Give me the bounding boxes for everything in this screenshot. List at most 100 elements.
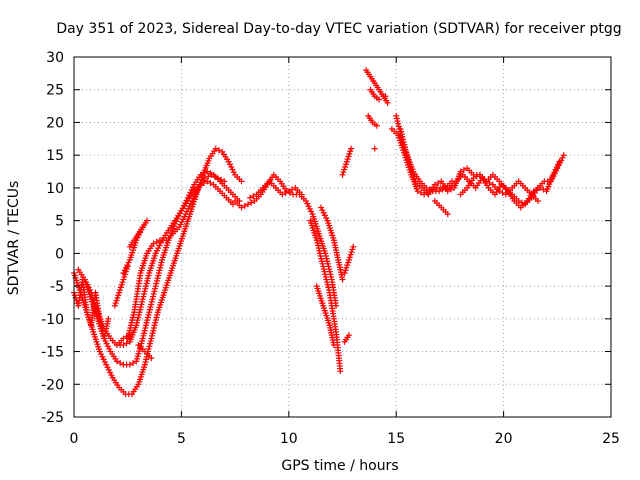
data-marker — [558, 157, 565, 164]
x-tick-label: 15 — [387, 431, 405, 447]
y-tick-label: 25 — [46, 83, 64, 99]
data-marker — [123, 340, 130, 347]
data-marker — [349, 246, 356, 253]
data-marker — [321, 268, 328, 275]
data-marker — [305, 203, 312, 210]
data-marker — [153, 314, 160, 321]
data-marker — [177, 221, 184, 228]
data-point — [176, 224, 183, 231]
data-marker — [153, 247, 160, 254]
data-point — [345, 256, 352, 263]
data-marker — [128, 319, 135, 326]
data-marker — [315, 242, 322, 249]
data-marker — [241, 202, 248, 209]
data-marker — [345, 153, 352, 160]
data-marker — [325, 284, 332, 291]
data-marker — [289, 186, 296, 193]
data-point — [449, 178, 456, 185]
data-point — [318, 204, 325, 211]
data-marker — [316, 250, 323, 257]
data-marker — [435, 180, 442, 186]
data-marker — [473, 173, 480, 180]
data-point — [247, 194, 254, 201]
data-marker — [105, 366, 112, 373]
data-marker — [138, 301, 145, 308]
series-track-7 — [126, 217, 151, 250]
data-marker — [316, 247, 323, 254]
data-marker — [147, 340, 154, 347]
data-marker — [325, 263, 332, 270]
data-point — [152, 250, 159, 257]
data-point — [146, 309, 153, 316]
data-marker — [114, 294, 121, 301]
data-point — [141, 361, 148, 368]
data-marker — [551, 170, 558, 177]
data-marker — [140, 332, 147, 339]
data-point — [339, 276, 346, 283]
data-point — [348, 145, 355, 152]
data-marker — [229, 166, 236, 173]
data-marker — [150, 293, 157, 300]
data-marker — [140, 293, 147, 300]
data-point — [120, 335, 127, 342]
data-marker — [190, 195, 197, 202]
data-point — [554, 165, 561, 172]
data-point — [345, 332, 352, 339]
data-point — [202, 175, 209, 182]
data-point — [320, 263, 327, 270]
data-marker — [393, 115, 400, 122]
data-marker — [342, 163, 349, 170]
data-marker — [144, 277, 151, 284]
data-marker — [116, 287, 123, 294]
data-marker — [150, 324, 157, 331]
data-marker — [148, 332, 155, 339]
data-marker — [149, 296, 156, 303]
data-marker — [342, 267, 349, 274]
data-point — [322, 250, 329, 257]
data-point — [397, 126, 404, 132]
data-marker — [148, 298, 155, 305]
data-marker — [319, 260, 326, 267]
data-marker — [146, 306, 153, 313]
data-marker — [130, 311, 137, 318]
data-marker — [129, 317, 136, 324]
data-marker — [102, 338, 109, 345]
data-marker — [156, 242, 163, 249]
series-track-10 — [135, 342, 155, 362]
data-marker — [323, 215, 330, 222]
data-marker — [319, 207, 326, 214]
data-marker — [71, 292, 78, 299]
data-marker — [119, 279, 126, 286]
data-point — [120, 342, 127, 348]
data-marker — [322, 273, 329, 280]
data-point — [515, 198, 522, 204]
data-point — [298, 191, 305, 198]
series-track-19 — [363, 67, 391, 106]
data-marker — [200, 170, 207, 177]
data-marker — [320, 266, 327, 273]
x-tick-label: 20 — [495, 431, 513, 447]
data-marker — [121, 273, 128, 280]
data-marker — [183, 208, 190, 215]
data-marker — [155, 272, 162, 279]
data-point — [279, 191, 286, 198]
data-marker — [151, 285, 158, 292]
data-point — [105, 315, 112, 322]
series-track-23 — [371, 145, 378, 152]
data-marker — [141, 330, 148, 337]
data-point — [103, 361, 110, 368]
data-marker — [136, 309, 143, 316]
data-marker — [155, 270, 162, 276]
data-marker — [141, 288, 148, 295]
data-marker — [553, 167, 560, 174]
data-marker — [181, 213, 188, 220]
y-tick-label: 5 — [55, 214, 64, 230]
data-marker — [112, 300, 119, 307]
data-marker — [322, 271, 329, 278]
data-marker — [152, 317, 159, 324]
data-marker — [86, 287, 93, 294]
data-marker — [108, 372, 115, 379]
series-track-27 — [431, 198, 451, 218]
data-marker — [323, 276, 330, 283]
